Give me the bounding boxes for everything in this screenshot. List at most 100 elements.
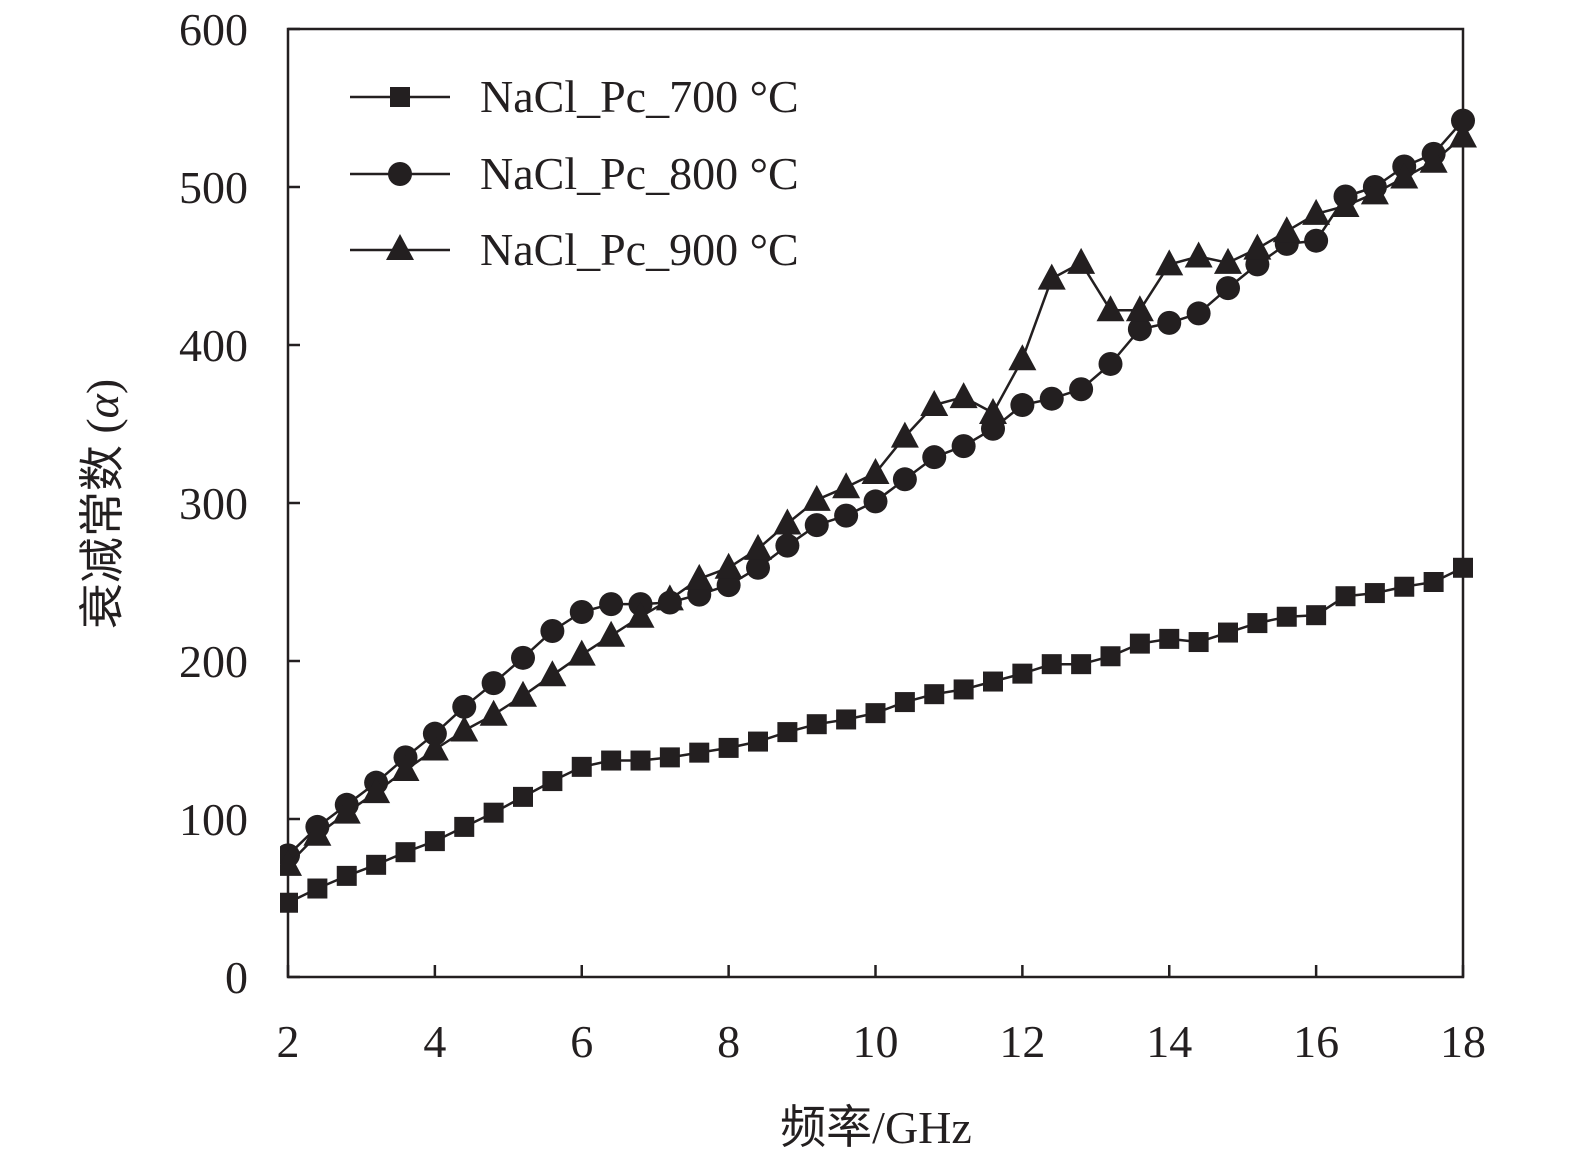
legend-label-700: NaCl_Pc_700 °C bbox=[480, 71, 799, 122]
data-point-circle bbox=[892, 467, 917, 492]
data-point-triangle bbox=[920, 390, 949, 417]
data-point-circle bbox=[481, 671, 506, 696]
legend-label-800: NaCl_Pc_800 °C bbox=[480, 148, 799, 199]
data-point-square bbox=[601, 750, 622, 771]
data-point-square bbox=[659, 747, 680, 768]
data-point-square bbox=[806, 714, 827, 735]
data-point-square bbox=[454, 816, 475, 837]
data-point-circle bbox=[746, 555, 770, 580]
x-tick-label: 12 bbox=[999, 1016, 1045, 1067]
data-point-square bbox=[542, 771, 563, 792]
data-point-triangle bbox=[450, 715, 479, 742]
data-point-square bbox=[1071, 654, 1092, 675]
y-tick-label: 600 bbox=[179, 4, 248, 55]
data-point-square bbox=[1364, 583, 1385, 604]
data-point-circle bbox=[1127, 317, 1152, 342]
data-point-triangle bbox=[1155, 249, 1184, 276]
data-point-square bbox=[366, 854, 387, 875]
x-tick-label: 16 bbox=[1293, 1016, 1339, 1067]
data-point-square bbox=[1159, 628, 1180, 649]
data-point-triangle bbox=[744, 533, 772, 560]
data-point-square bbox=[689, 742, 710, 763]
data-point-circle bbox=[834, 503, 859, 528]
data-point-triangle bbox=[979, 397, 1007, 424]
x-tick-label: 6 bbox=[570, 1016, 593, 1067]
y-tick-label: 500 bbox=[179, 162, 248, 213]
legend-circle-marker bbox=[388, 162, 412, 186]
x-tick-label: 8 bbox=[717, 1016, 740, 1067]
data-point-triangle bbox=[802, 484, 831, 511]
data-point-circle bbox=[1451, 108, 1475, 133]
data-point-circle bbox=[1069, 377, 1094, 402]
data-point-circle bbox=[804, 513, 829, 538]
y-tick-label: 200 bbox=[179, 636, 248, 687]
data-point-square bbox=[1012, 663, 1033, 684]
data-point-circle bbox=[775, 533, 800, 558]
data-point-triangle bbox=[597, 620, 626, 647]
data-point-triangle bbox=[655, 584, 684, 611]
data-point-triangle bbox=[861, 457, 890, 484]
x-tick-label: 2 bbox=[277, 1016, 300, 1067]
data-point-triangle bbox=[538, 660, 567, 687]
data-point-circle bbox=[569, 600, 594, 625]
y-tick-label: 300 bbox=[179, 478, 248, 529]
data-point-square bbox=[1218, 622, 1238, 643]
data-point-square bbox=[1394, 576, 1415, 597]
data-point-triangle bbox=[773, 508, 802, 535]
y-axis-title-text: 衰减常数 ( bbox=[77, 418, 128, 629]
series-triangle bbox=[280, 121, 1477, 876]
y-tick-label: 400 bbox=[179, 320, 248, 371]
data-point-square bbox=[1423, 572, 1444, 592]
series-square bbox=[280, 557, 1473, 913]
data-point-triangle bbox=[362, 777, 391, 804]
legend-label-900: NaCl_Pc_900 °C bbox=[480, 224, 799, 275]
data-point-square bbox=[748, 731, 768, 752]
data-point-square bbox=[953, 679, 974, 700]
data-point-triangle bbox=[303, 819, 332, 846]
legend: NaCl_Pc_700 °C NaCl_Pc_800 °C NaCl_Pc_90… bbox=[350, 71, 799, 275]
data-point-circle bbox=[1216, 276, 1240, 301]
x-axis: 2 4 6 8 10 12 14 16 18 bbox=[277, 965, 1486, 1067]
data-point-square bbox=[424, 831, 445, 852]
data-point-triangle bbox=[626, 601, 655, 628]
data-point-square bbox=[336, 865, 357, 886]
y-axis: 0 100 200 300 400 500 600 bbox=[179, 4, 300, 1003]
data-point-triangle bbox=[509, 680, 537, 707]
data-point-triangle bbox=[832, 472, 861, 499]
data-point-square bbox=[395, 842, 416, 863]
data-point-circle bbox=[1186, 301, 1211, 326]
data-point-square bbox=[280, 892, 298, 913]
data-point-triangle bbox=[1419, 146, 1448, 173]
data-point-square bbox=[1247, 613, 1268, 634]
data-point-triangle bbox=[1008, 344, 1037, 371]
data-point-square bbox=[924, 684, 945, 705]
data-point-square bbox=[1041, 654, 1062, 675]
y-tick-label: 100 bbox=[179, 794, 248, 845]
x-axis-title: 频率/GHz bbox=[780, 1102, 972, 1153]
data-point-square bbox=[836, 709, 857, 730]
data-point-triangle bbox=[1449, 121, 1477, 148]
data-point-circle bbox=[922, 445, 947, 470]
y-tick-label: 0 bbox=[225, 952, 248, 1003]
data-point-triangle bbox=[1096, 295, 1125, 322]
data-point-triangle bbox=[420, 734, 449, 761]
data-point-circle bbox=[951, 434, 976, 459]
data-point-triangle bbox=[1360, 178, 1389, 205]
data-point-circle bbox=[422, 721, 447, 746]
data-point-square bbox=[983, 671, 1003, 692]
data-point-square bbox=[307, 878, 328, 899]
data-point-triangle bbox=[1302, 198, 1331, 225]
data-point-square bbox=[777, 722, 798, 743]
data-point-triangle bbox=[1243, 233, 1272, 260]
data-point-triangle bbox=[1331, 190, 1360, 217]
x-tick-label: 18 bbox=[1440, 1016, 1486, 1067]
legend-square-marker bbox=[390, 87, 410, 107]
data-point-square bbox=[1100, 646, 1121, 667]
data-point-square bbox=[1276, 606, 1297, 627]
data-point-square bbox=[571, 756, 592, 777]
data-point-triangle bbox=[1390, 162, 1419, 189]
data-point-triangle bbox=[1184, 241, 1213, 268]
data-point-square bbox=[630, 750, 651, 771]
data-point-triangle bbox=[1214, 247, 1242, 274]
